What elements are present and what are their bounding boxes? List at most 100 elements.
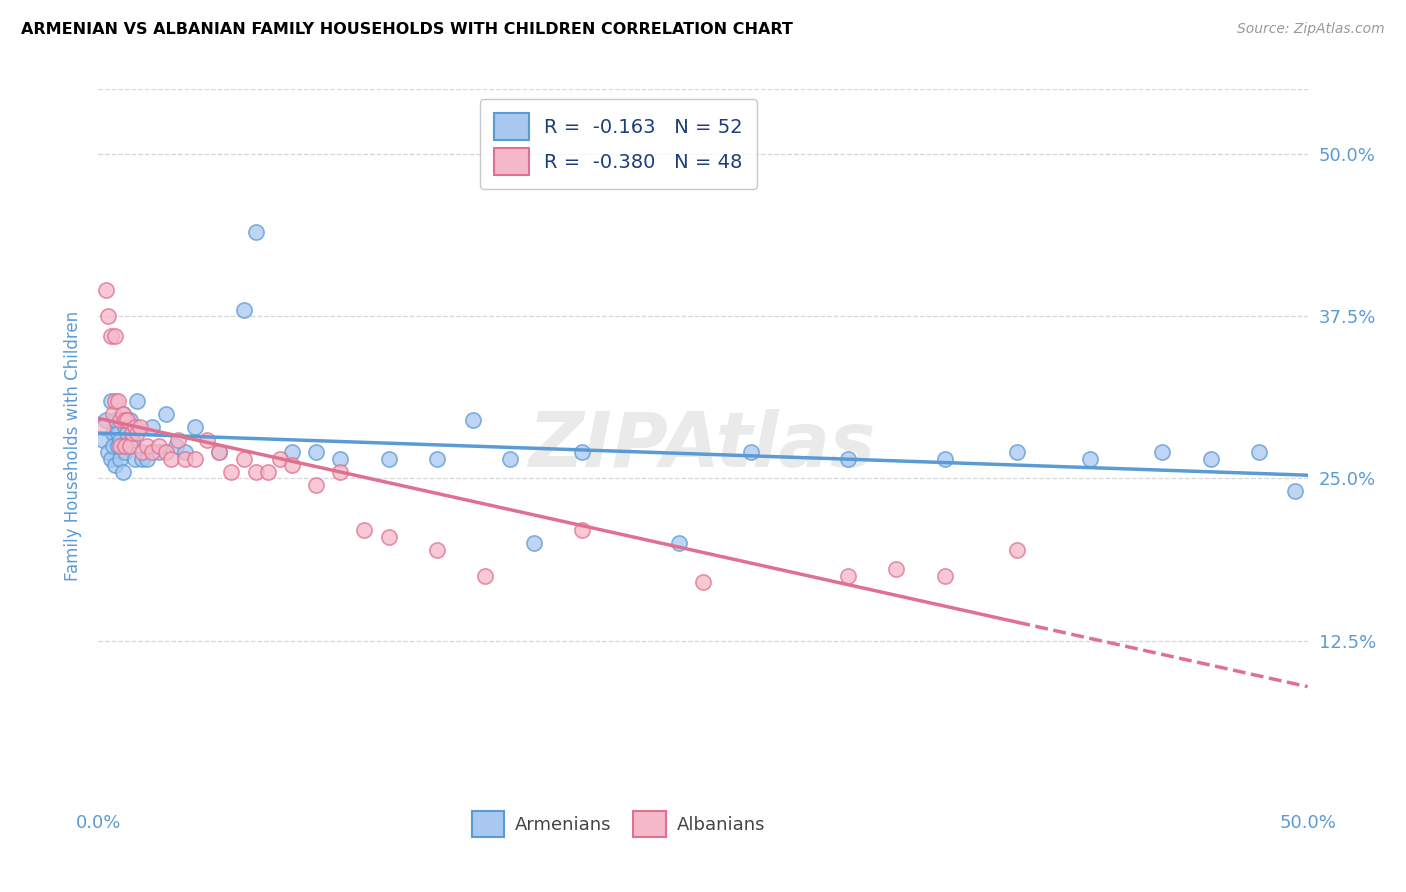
Point [837, 452, 859, 467]
Point [329, 465, 352, 479]
Point [118, 439, 141, 453]
Point [1284, 484, 1306, 499]
Point [141, 419, 163, 434]
Point [740, 445, 762, 459]
Point [174, 452, 197, 467]
Point [184, 452, 207, 467]
Point [135, 439, 157, 453]
Point [107, 439, 129, 453]
Text: Source: ZipAtlas.com: Source: ZipAtlas.com [1237, 22, 1385, 37]
Point [668, 536, 690, 550]
Point [100, 452, 122, 467]
Point [107, 425, 129, 440]
Point [101, 425, 124, 440]
Point [127, 393, 149, 408]
Point [208, 445, 231, 459]
Point [121, 433, 143, 447]
Point [837, 568, 859, 582]
Point [94, 283, 117, 297]
Point [1007, 445, 1029, 459]
Point [221, 465, 243, 479]
Point [281, 458, 304, 473]
Point [91, 419, 114, 434]
Point [1249, 445, 1271, 459]
Point [141, 445, 163, 459]
Point [111, 465, 134, 479]
Point [128, 419, 150, 434]
Point [114, 419, 136, 434]
Point [184, 419, 207, 434]
Point [117, 413, 139, 427]
Point [208, 445, 231, 459]
Point [101, 407, 124, 421]
Point [934, 452, 956, 467]
Point [426, 542, 449, 557]
Point [167, 433, 190, 447]
Point [571, 445, 593, 459]
Point [108, 452, 131, 467]
Point [114, 413, 136, 427]
Point [195, 433, 218, 447]
Point [474, 568, 496, 582]
Point [523, 536, 546, 550]
Point [131, 445, 153, 459]
Point [571, 524, 593, 538]
Point [108, 413, 131, 427]
Point [232, 302, 254, 317]
Point [100, 393, 122, 408]
Point [329, 452, 352, 467]
Point [148, 439, 170, 453]
Text: ARMENIAN VS ALBANIAN FAMILY HOUSEHOLDS WITH CHILDREN CORRELATION CHART: ARMENIAN VS ALBANIAN FAMILY HOUSEHOLDS W… [21, 22, 793, 37]
Point [886, 562, 908, 576]
Point [934, 568, 956, 582]
Point [1078, 452, 1101, 467]
Point [124, 452, 146, 467]
Point [127, 425, 149, 440]
Point [245, 225, 267, 239]
Point [97, 445, 120, 459]
Point [160, 452, 183, 467]
Point [100, 328, 122, 343]
Point [692, 575, 714, 590]
Point [121, 425, 143, 440]
Point [135, 452, 157, 467]
Point [94, 413, 117, 427]
Point [107, 393, 129, 408]
Point [232, 452, 254, 467]
Point [155, 445, 177, 459]
Point [498, 452, 520, 467]
Point [1007, 542, 1029, 557]
Point [281, 445, 304, 459]
Point [104, 458, 127, 473]
Point [114, 445, 136, 459]
Point [305, 478, 328, 492]
Point [256, 465, 278, 479]
Point [91, 433, 114, 447]
Point [377, 530, 399, 544]
Point [124, 419, 146, 434]
Point [101, 439, 124, 453]
Point [148, 445, 170, 459]
Text: ZIPAtlas: ZIPAtlas [529, 409, 877, 483]
Point [131, 452, 153, 467]
Point [108, 433, 131, 447]
Y-axis label: Family Households with Children: Family Households with Children [63, 311, 82, 581]
Point [104, 413, 127, 427]
Point [245, 465, 267, 479]
Point [174, 445, 197, 459]
Point [114, 439, 136, 453]
Point [108, 439, 131, 453]
Point [1199, 452, 1222, 467]
Point [1152, 445, 1174, 459]
Point [117, 425, 139, 440]
Point [104, 393, 127, 408]
Point [104, 328, 127, 343]
Point [353, 524, 375, 538]
Point [377, 452, 399, 467]
Point [165, 439, 187, 453]
Point [305, 445, 328, 459]
Point [97, 310, 120, 324]
Point [155, 407, 177, 421]
Point [269, 452, 291, 467]
Point [463, 413, 485, 427]
